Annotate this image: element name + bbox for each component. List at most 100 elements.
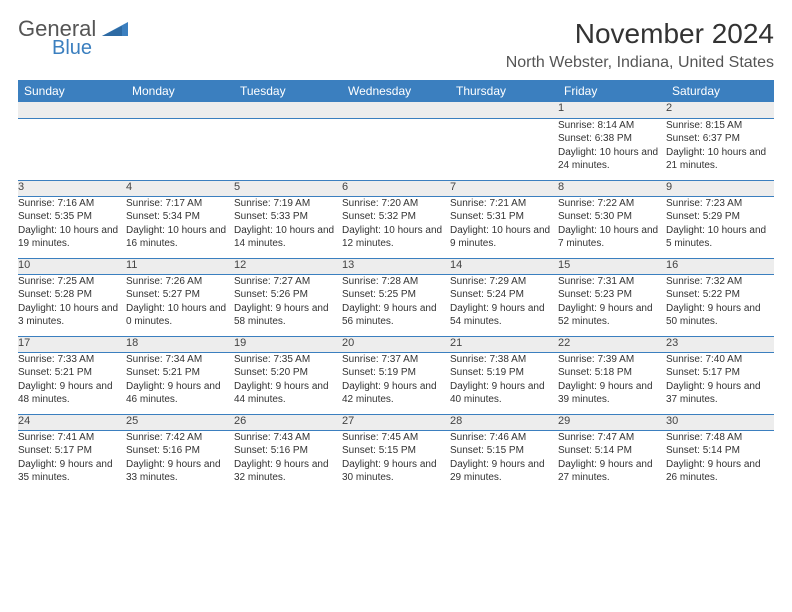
day-of-week-header: Monday xyxy=(126,80,234,102)
location: North Webster, Indiana, United States xyxy=(506,54,774,72)
day-detail-cell: Sunrise: 7:39 AMSunset: 5:18 PMDaylight:… xyxy=(558,352,666,414)
day-number-cell: 25 xyxy=(126,414,234,430)
sunrise-line: Sunrise: 7:26 AM xyxy=(126,275,234,289)
day-number-cell xyxy=(126,102,234,118)
sunrise-line: Sunrise: 7:29 AM xyxy=(450,275,558,289)
calendar-table: SundayMondayTuesdayWednesdayThursdayFrid… xyxy=(18,80,774,492)
sunset-line: Sunset: 5:21 PM xyxy=(126,366,234,380)
daylight-line: Daylight: 10 hours and 16 minutes. xyxy=(126,224,234,251)
day-of-week-header: Friday xyxy=(558,80,666,102)
daylight-line: Daylight: 9 hours and 40 minutes. xyxy=(450,380,558,407)
sunset-line: Sunset: 5:19 PM xyxy=(342,366,450,380)
sunset-line: Sunset: 5:14 PM xyxy=(558,444,666,458)
day-detail-cell: Sunrise: 7:27 AMSunset: 5:26 PMDaylight:… xyxy=(234,274,342,336)
sunrise-line: Sunrise: 8:14 AM xyxy=(558,119,666,133)
day-number-cell: 26 xyxy=(234,414,342,430)
day-number-cell: 28 xyxy=(450,414,558,430)
sunrise-line: Sunrise: 7:25 AM xyxy=(18,275,126,289)
month-title: November 2024 xyxy=(506,18,774,50)
day-number-row: 3456789 xyxy=(18,180,774,196)
daylight-line: Daylight: 9 hours and 58 minutes. xyxy=(234,302,342,329)
day-detail-cell xyxy=(18,118,126,180)
sunset-line: Sunset: 5:31 PM xyxy=(450,210,558,224)
daylight-line: Daylight: 10 hours and 24 minutes. xyxy=(558,146,666,173)
day-number-cell: 17 xyxy=(18,336,126,352)
day-detail-cell: Sunrise: 8:14 AMSunset: 6:38 PMDaylight:… xyxy=(558,118,666,180)
day-detail-cell: Sunrise: 7:20 AMSunset: 5:32 PMDaylight:… xyxy=(342,196,450,258)
sunrise-line: Sunrise: 8:15 AM xyxy=(666,119,774,133)
logo-triangle-icon xyxy=(102,18,128,36)
sunset-line: Sunset: 5:22 PM xyxy=(666,288,774,302)
sunset-line: Sunset: 5:23 PM xyxy=(558,288,666,302)
day-number-cell: 5 xyxy=(234,180,342,196)
day-of-week-header: Saturday xyxy=(666,80,774,102)
day-detail-cell: Sunrise: 7:47 AMSunset: 5:14 PMDaylight:… xyxy=(558,430,666,492)
sunrise-line: Sunrise: 7:38 AM xyxy=(450,353,558,367)
daylight-line: Daylight: 9 hours and 39 minutes. xyxy=(558,380,666,407)
day-detail-cell: Sunrise: 7:31 AMSunset: 5:23 PMDaylight:… xyxy=(558,274,666,336)
day-number-cell: 23 xyxy=(666,336,774,352)
daylight-line: Daylight: 10 hours and 12 minutes. xyxy=(342,224,450,251)
sunset-line: Sunset: 5:32 PM xyxy=(342,210,450,224)
day-number-cell: 18 xyxy=(126,336,234,352)
day-number-cell: 27 xyxy=(342,414,450,430)
sunrise-line: Sunrise: 7:19 AM xyxy=(234,197,342,211)
day-detail-cell: Sunrise: 7:35 AMSunset: 5:20 PMDaylight:… xyxy=(234,352,342,414)
sunrise-line: Sunrise: 7:35 AM xyxy=(234,353,342,367)
sunset-line: Sunset: 5:27 PM xyxy=(126,288,234,302)
sunrise-line: Sunrise: 7:34 AM xyxy=(126,353,234,367)
logo-word2: Blue xyxy=(52,38,128,58)
sunrise-line: Sunrise: 7:20 AM xyxy=(342,197,450,211)
sunset-line: Sunset: 5:16 PM xyxy=(234,444,342,458)
sunset-line: Sunset: 5:16 PM xyxy=(126,444,234,458)
day-detail-cell: Sunrise: 7:16 AMSunset: 5:35 PMDaylight:… xyxy=(18,196,126,258)
sunrise-line: Sunrise: 7:47 AM xyxy=(558,431,666,445)
day-number-cell: 21 xyxy=(450,336,558,352)
daylight-line: Daylight: 9 hours and 52 minutes. xyxy=(558,302,666,329)
sunset-line: Sunset: 5:15 PM xyxy=(342,444,450,458)
day-detail-cell xyxy=(126,118,234,180)
sunset-line: Sunset: 5:25 PM xyxy=(342,288,450,302)
sunset-line: Sunset: 5:34 PM xyxy=(126,210,234,224)
daylight-line: Daylight: 10 hours and 21 minutes. xyxy=(666,146,774,173)
day-number-cell: 13 xyxy=(342,258,450,274)
sunrise-line: Sunrise: 7:31 AM xyxy=(558,275,666,289)
day-of-week-header: Thursday xyxy=(450,80,558,102)
day-number-row: 17181920212223 xyxy=(18,336,774,352)
daylight-line: Daylight: 9 hours and 56 minutes. xyxy=(342,302,450,329)
daylight-line: Daylight: 9 hours and 44 minutes. xyxy=(234,380,342,407)
daylight-line: Daylight: 9 hours and 29 minutes. xyxy=(450,458,558,485)
sunset-line: Sunset: 5:18 PM xyxy=(558,366,666,380)
sunset-line: Sunset: 5:29 PM xyxy=(666,210,774,224)
sunset-line: Sunset: 5:24 PM xyxy=(450,288,558,302)
sunrise-line: Sunrise: 7:32 AM xyxy=(666,275,774,289)
day-detail-cell: Sunrise: 7:33 AMSunset: 5:21 PMDaylight:… xyxy=(18,352,126,414)
day-detail-cell: Sunrise: 8:15 AMSunset: 6:37 PMDaylight:… xyxy=(666,118,774,180)
day-number-cell: 6 xyxy=(342,180,450,196)
day-detail-cell: Sunrise: 7:40 AMSunset: 5:17 PMDaylight:… xyxy=(666,352,774,414)
daylight-line: Daylight: 10 hours and 0 minutes. xyxy=(126,302,234,329)
sunrise-line: Sunrise: 7:39 AM xyxy=(558,353,666,367)
day-number-cell: 22 xyxy=(558,336,666,352)
day-detail-row: Sunrise: 7:33 AMSunset: 5:21 PMDaylight:… xyxy=(18,352,774,414)
day-detail-cell: Sunrise: 7:23 AMSunset: 5:29 PMDaylight:… xyxy=(666,196,774,258)
day-number-cell: 24 xyxy=(18,414,126,430)
daylight-line: Daylight: 9 hours and 46 minutes. xyxy=(126,380,234,407)
day-number-cell: 3 xyxy=(18,180,126,196)
sunrise-line: Sunrise: 7:46 AM xyxy=(450,431,558,445)
title-block: November 2024 North Webster, Indiana, Un… xyxy=(506,18,774,72)
daylight-line: Daylight: 9 hours and 37 minutes. xyxy=(666,380,774,407)
daylight-line: Daylight: 10 hours and 5 minutes. xyxy=(666,224,774,251)
sunset-line: Sunset: 5:17 PM xyxy=(18,444,126,458)
day-number-cell: 1 xyxy=(558,102,666,118)
sunrise-line: Sunrise: 7:42 AM xyxy=(126,431,234,445)
day-detail-cell: Sunrise: 7:48 AMSunset: 5:14 PMDaylight:… xyxy=(666,430,774,492)
day-of-week-header: Sunday xyxy=(18,80,126,102)
day-detail-cell: Sunrise: 7:42 AMSunset: 5:16 PMDaylight:… xyxy=(126,430,234,492)
day-number-cell: 15 xyxy=(558,258,666,274)
sunset-line: Sunset: 5:17 PM xyxy=(666,366,774,380)
logo-text: General Blue xyxy=(18,18,128,58)
sunrise-line: Sunrise: 7:27 AM xyxy=(234,275,342,289)
day-number-cell xyxy=(342,102,450,118)
day-number-cell: 20 xyxy=(342,336,450,352)
